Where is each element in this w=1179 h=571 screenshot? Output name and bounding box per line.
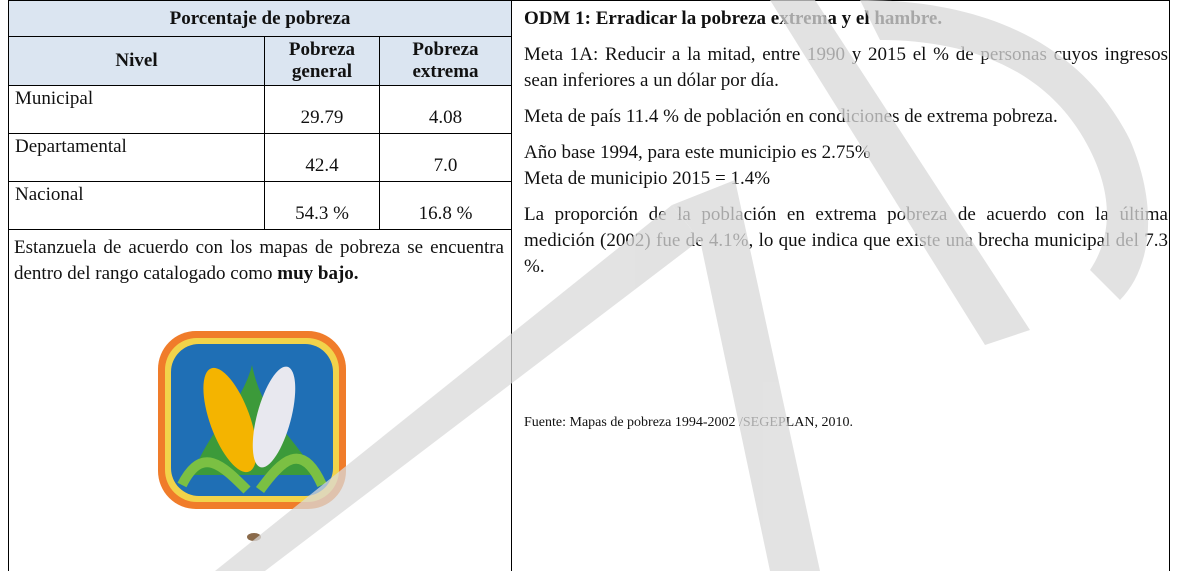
cell: 16.8 %: [379, 181, 512, 230]
frame: [8, 0, 1170, 571]
paragraph: Año base 1994, para este municipio es 2.…: [524, 142, 871, 163]
right-column: ODM 1: Erradicar la pobreza extrema y el…: [524, 6, 1168, 446]
paragraph: Meta de municipio 2015 = 1.4%: [524, 168, 771, 189]
corn-logo: [158, 331, 346, 541]
heading: ODM 1: Erradicar la pobreza extrema y el…: [524, 8, 943, 29]
paragraph: Meta 1A: Reducir a la mitad, entre 1990 …: [524, 44, 1168, 91]
cell: 42.4: [264, 133, 380, 182]
cell: Nacional: [8, 181, 265, 230]
cell: 29.79: [264, 85, 380, 134]
left-paragraph: Estanzuela de acuerdo con los mapas de p…: [14, 235, 504, 287]
header: Nivel: [8, 36, 265, 86]
cell: Departamental: [8, 133, 265, 182]
header: Pobreza general: [264, 36, 380, 86]
cell: 54.3 %: [264, 181, 380, 230]
cell: Municipal: [8, 85, 265, 134]
poverty-table: Porcentaje de pobreza Nivel Pobreza gene…: [8, 0, 512, 230]
bold-text: muy bajo.: [277, 263, 359, 284]
cell: 4.08: [379, 85, 512, 134]
paragraph: La proporción de la población en extrema…: [524, 204, 1168, 277]
cell: 7.0: [379, 133, 512, 182]
paragraph: Meta de país 11.4 % de población en cond…: [524, 106, 1058, 127]
logo-dot: [247, 533, 261, 541]
source: Fuente: Mapas de pobreza 1994-2002 /SEGE…: [524, 415, 853, 430]
text: Estanzuela de acuerdo con los mapas de p…: [14, 237, 504, 284]
header: Pobreza extrema: [379, 36, 512, 86]
table-title: Porcentaje de pobreza: [8, 0, 512, 37]
